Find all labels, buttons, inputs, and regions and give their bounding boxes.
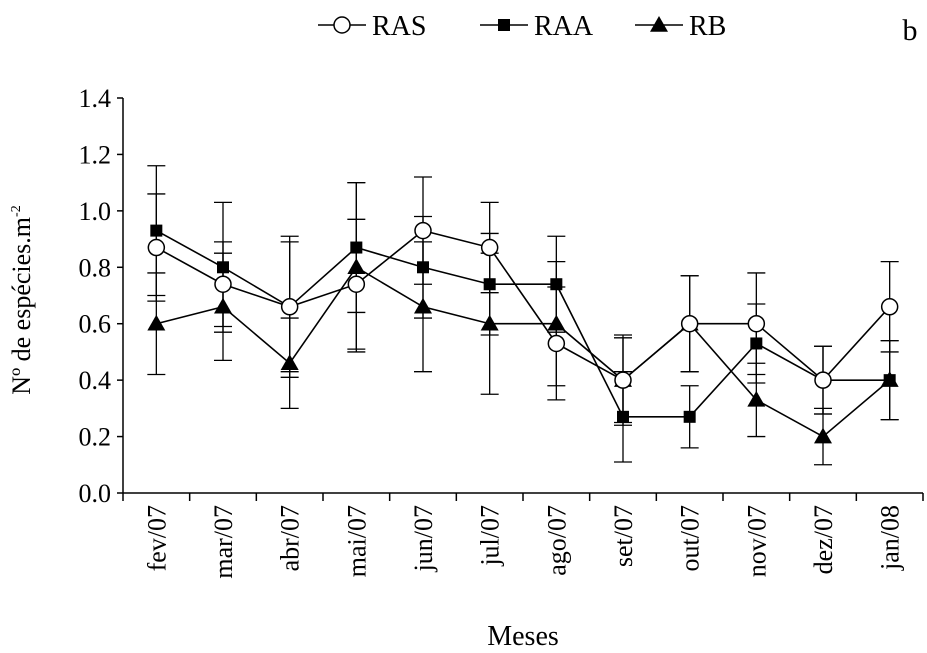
y-tick-label: 0.4 <box>79 366 112 395</box>
marker-triangle <box>650 16 668 32</box>
marker-circle <box>214 275 232 293</box>
legend-item-raa: RAA <box>480 11 594 42</box>
axes: 0.0 0.2 0.4 0.6 0.8 1.0 1.2 1.4 fev/07 mar/07 abr/… <box>79 84 924 579</box>
series-ras <box>147 176 899 424</box>
y-tick-label: 1.0 <box>79 197 112 226</box>
legend: RAS RAA RB <box>318 11 726 42</box>
marker-circle <box>680 314 699 333</box>
x-tick-label: jul/07 <box>476 505 505 567</box>
y-tick-label: 1.2 <box>79 140 112 169</box>
legend-item-rb: RB <box>635 11 726 42</box>
x-tick-label: nov/07 <box>742 505 771 577</box>
y-tick-label: 0.2 <box>79 423 112 452</box>
marker-circle <box>414 221 432 240</box>
y-axis-title-main: Nº de espécies.m <box>7 217 36 395</box>
x-tick-label: abr/07 <box>276 505 305 571</box>
series-line <box>155 229 890 418</box>
x-tick-label: dez/07 <box>809 505 838 574</box>
marker-circle <box>614 371 632 389</box>
x-tick-label: mai/07 <box>342 505 371 577</box>
marker-circle <box>747 314 766 333</box>
legend-label: RAA <box>534 11 594 42</box>
marker-circle <box>147 238 166 257</box>
y-tick-label: 0.6 <box>79 310 112 339</box>
legend-item-ras: RAS <box>318 11 426 42</box>
marker-triangle <box>747 390 766 407</box>
marker-circle <box>333 16 351 34</box>
legend-label: RAS <box>372 11 426 42</box>
marker-circle <box>280 298 299 316</box>
series-layer <box>147 165 899 466</box>
y-tick-label: 1.4 <box>79 84 112 113</box>
legend-label: RB <box>689 11 726 42</box>
marker-circle <box>547 334 566 353</box>
series-raa <box>147 165 899 463</box>
series-line <box>156 266 891 438</box>
marker-square <box>883 374 896 387</box>
marker-triangle <box>814 427 832 444</box>
x-tick-label: jun/07 <box>409 505 438 572</box>
x-tick-label: jan/08 <box>876 505 905 571</box>
series-rb <box>147 181 899 466</box>
x-tick-label: set/07 <box>609 505 638 567</box>
x-tick-label: mar/07 <box>209 505 238 579</box>
panel-label: b <box>903 14 918 47</box>
marker-triangle <box>147 314 166 331</box>
series-line <box>155 229 891 382</box>
x-tick-label: out/07 <box>676 505 705 571</box>
marker-circle <box>347 275 366 293</box>
marker-circle <box>814 371 832 389</box>
marker-square <box>683 410 696 423</box>
marker-square <box>498 19 510 31</box>
x-tick-label: fev/07 <box>142 505 171 571</box>
y-axis-title-sup: -2 <box>9 205 24 217</box>
x-tick-label: ago/07 <box>542 505 571 576</box>
marker-circle <box>480 238 499 257</box>
y-tick-label: 0.0 <box>79 479 112 508</box>
marker-circle <box>880 298 899 316</box>
y-tick-label: 0.8 <box>79 253 112 282</box>
y-axis-title: Nº de espécies.m-2 <box>7 205 36 394</box>
x-axis-title: Meses <box>487 621 559 652</box>
